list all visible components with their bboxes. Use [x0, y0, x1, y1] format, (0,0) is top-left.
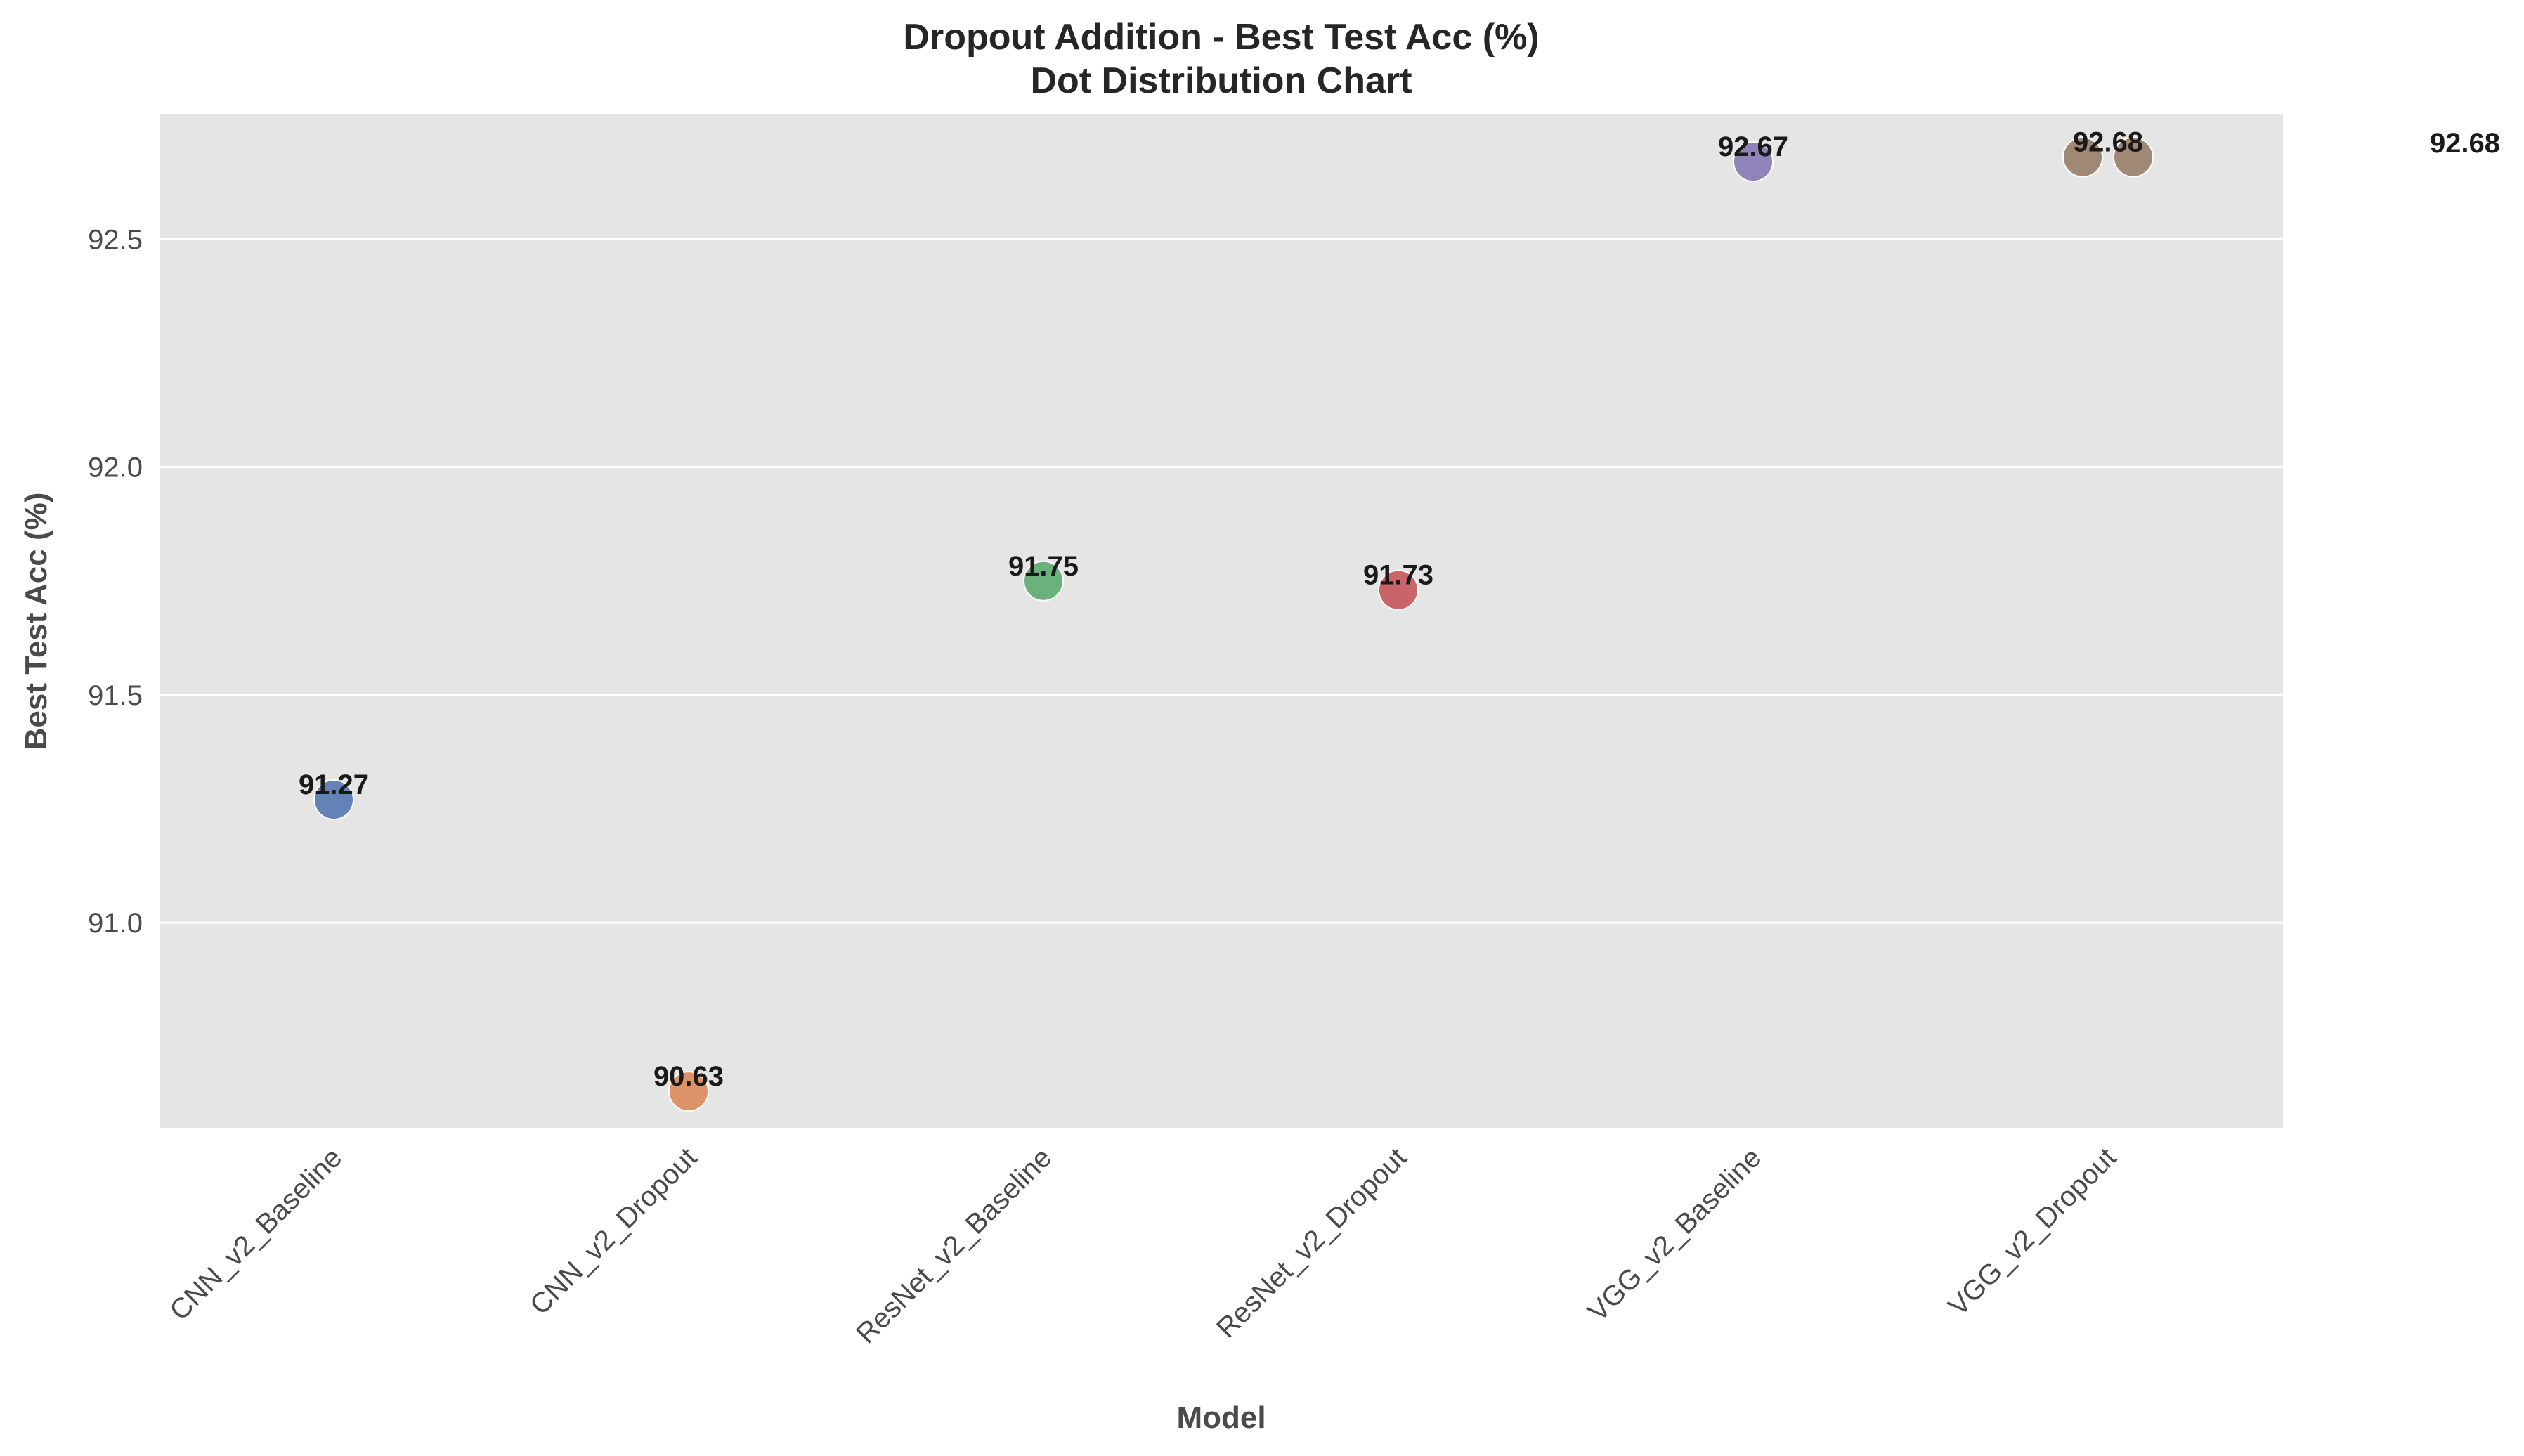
data-label: 91.73: [1363, 560, 1433, 591]
data-label: 92.68: [2073, 127, 2143, 158]
chart-subtitle: Dot Distribution Chart: [1030, 60, 1412, 101]
y-tick-label: 91.5: [88, 680, 143, 711]
data-point: [668, 1071, 709, 1112]
y-tick-label: 92.0: [88, 453, 143, 483]
data-point: [1378, 569, 1419, 611]
data-label: 90.63: [653, 1061, 724, 1092]
x-axis-label: Model: [1176, 1400, 1266, 1435]
data-point: [1023, 560, 1064, 602]
data-label: 92.67: [1718, 131, 1788, 162]
data-points: [313, 136, 2154, 1112]
data-label: 91.27: [299, 769, 369, 800]
y-axis-label: Best Test Acc (%): [19, 493, 53, 750]
plot-area: [160, 114, 2283, 1128]
chart-title: Dropout Addition - Best Test Acc (%): [903, 17, 1539, 58]
extra-data-label: 92.68: [2430, 128, 2500, 159]
data-point: [313, 779, 354, 821]
gridlines: [160, 238, 2283, 924]
y-tick-labels: 91.0 91.5 92.0 92.5: [88, 224, 143, 939]
data-point: [1733, 141, 1774, 183]
data-point: [2062, 136, 2103, 178]
y-tick-label: 91.0: [88, 908, 143, 939]
y-tick-label: 92.5: [88, 224, 143, 255]
data-label: 91.75: [1008, 551, 1079, 582]
data-point: [2113, 136, 2154, 178]
data-labels: 91.27 90.63 91.75 91.73 92.67 92.68: [299, 127, 2143, 1093]
